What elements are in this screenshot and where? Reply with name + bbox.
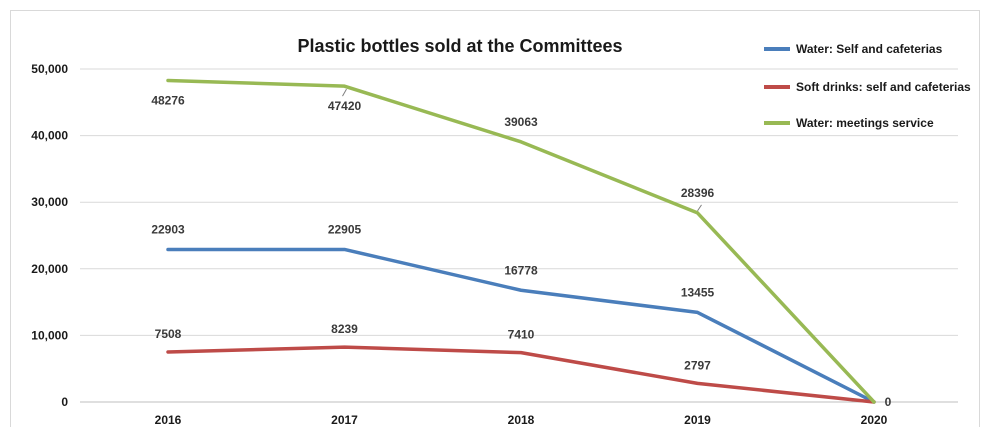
- label-leader: [342, 88, 347, 97]
- series-line-2: [166, 345, 876, 404]
- data-label: 2797: [684, 358, 711, 372]
- legend: Water: Self and cafeterias Soft drinks: s…: [764, 42, 971, 130]
- gridlines: [80, 68, 958, 403]
- y-tick-label: 0: [61, 395, 68, 409]
- y-tick-label: 50,000: [31, 62, 68, 76]
- legend-label: Water: Self and cafeterias: [796, 42, 943, 56]
- y-tick-label: 30,000: [31, 195, 68, 209]
- data-label: 7508: [155, 327, 182, 341]
- x-tick-label: 2017: [331, 413, 358, 427]
- data-label: 48276: [151, 93, 185, 107]
- x-tick-label: 2018: [508, 413, 535, 427]
- series-lines: [166, 78, 876, 404]
- data-label: 16778: [504, 263, 538, 277]
- x-tick-label: 2016: [155, 413, 182, 427]
- data-label: 28396: [681, 186, 715, 200]
- x-axis-ticks: 2016 2017 2018 2019 2020: [155, 413, 888, 427]
- y-tick-label: 40,000: [31, 129, 68, 143]
- label-leader: [697, 204, 702, 212]
- data-label: 22903: [151, 222, 185, 236]
- series-line-3: [166, 78, 876, 404]
- y-axis-ticks: 0 10,000 20,000 30,000 40,000 50,000: [31, 62, 68, 409]
- data-label: 0: [885, 395, 892, 409]
- data-labels: 22903 22905 16778 13455 7508 8239 7410 2797 0 482…: [151, 88, 892, 409]
- data-label: 39063: [504, 115, 538, 129]
- chart-title: Plastic bottles sold at the Committees: [297, 36, 622, 56]
- y-tick-label: 10,000: [31, 328, 68, 342]
- data-label: 47420: [328, 99, 362, 113]
- chart-frame: [10, 10, 980, 427]
- x-tick-label: 2020: [861, 413, 888, 427]
- series-line-1: [166, 247, 876, 404]
- data-label: 13455: [681, 285, 715, 299]
- y-tick-label: 20,000: [31, 262, 68, 276]
- data-label: 8239: [331, 322, 358, 336]
- legend-label: Water: meetings service: [796, 116, 934, 130]
- data-label: 22905: [328, 222, 362, 236]
- legend-label: Soft drinks: self and cafeterias: [796, 80, 971, 94]
- x-tick-label: 2019: [684, 413, 711, 427]
- data-label: 7410: [508, 328, 535, 342]
